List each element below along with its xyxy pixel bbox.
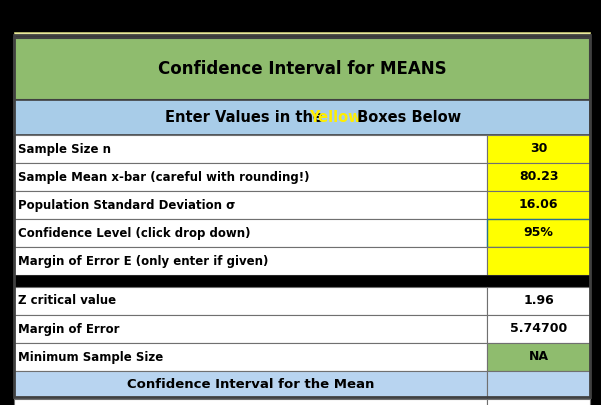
Text: Confidence Interval for the Mean: Confidence Interval for the Mean xyxy=(127,379,374,392)
Bar xyxy=(14,343,487,371)
Bar xyxy=(14,32,590,35)
Bar xyxy=(487,315,590,343)
Bar xyxy=(14,191,487,219)
Bar xyxy=(14,247,487,275)
Text: 95%: 95% xyxy=(524,226,554,239)
Bar xyxy=(14,219,487,247)
Text: Confidence Level (click drop down): Confidence Level (click drop down) xyxy=(18,226,251,239)
Text: Margin of Error: Margin of Error xyxy=(18,322,120,335)
Bar xyxy=(14,35,590,397)
Text: Confidence Interval for MEANS: Confidence Interval for MEANS xyxy=(157,60,447,78)
Bar xyxy=(14,371,487,399)
Text: Population Standard Deviation σ: Population Standard Deviation σ xyxy=(18,198,235,211)
Bar xyxy=(14,287,487,315)
Text: Margin of Error E (only enter if given): Margin of Error E (only enter if given) xyxy=(18,254,269,267)
Text: 5.74700: 5.74700 xyxy=(510,322,567,335)
Text: NA: NA xyxy=(529,350,549,364)
Bar xyxy=(14,163,487,191)
Bar xyxy=(487,247,590,275)
Text: 30: 30 xyxy=(530,143,548,156)
Bar xyxy=(487,371,590,399)
Bar xyxy=(487,343,590,371)
Bar xyxy=(487,287,590,315)
Text: Sample Size n: Sample Size n xyxy=(18,143,111,156)
Text: Boxes Below: Boxes Below xyxy=(352,110,462,125)
Bar xyxy=(14,38,590,100)
Text: 16.06: 16.06 xyxy=(519,198,558,211)
Bar xyxy=(14,100,590,135)
Bar xyxy=(487,135,590,163)
Text: 1.96: 1.96 xyxy=(523,294,554,307)
Bar xyxy=(487,399,590,405)
Bar xyxy=(14,135,487,163)
Text: Sample Mean x-bar (careful with rounding!): Sample Mean x-bar (careful with rounding… xyxy=(18,171,310,183)
Bar xyxy=(487,191,590,219)
Text: 80.23: 80.23 xyxy=(519,171,558,183)
Bar xyxy=(487,219,590,247)
Bar xyxy=(14,315,487,343)
Text: Z critical value: Z critical value xyxy=(18,294,116,307)
Bar xyxy=(487,163,590,191)
Text: Enter Values in the: Enter Values in the xyxy=(165,110,328,125)
Bar xyxy=(14,275,590,287)
Text: Yellow: Yellow xyxy=(309,110,362,125)
Bar xyxy=(14,399,487,405)
Text: Minimum Sample Size: Minimum Sample Size xyxy=(18,350,163,364)
